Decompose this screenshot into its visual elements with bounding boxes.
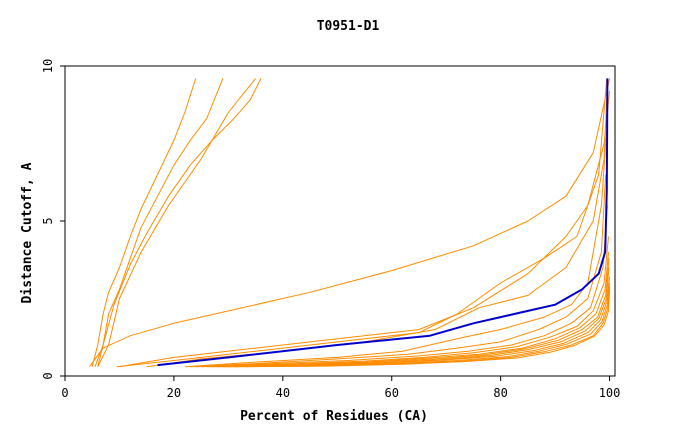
axis-ticks: 0 20 40 60 80 100 0 5 10: [41, 59, 620, 400]
x-axis-label: Percent of Residues (CA): [240, 409, 428, 424]
series-line-17: [228, 282, 611, 368]
series-line-6: [119, 90, 611, 368]
series-line-highlight: [157, 78, 609, 367]
series-line-13: [206, 251, 609, 368]
series-line-10: [190, 174, 607, 368]
plot-frame: [64, 65, 616, 377]
series-line-2: [94, 78, 224, 367]
x-tick-label: 80: [493, 386, 507, 400]
chart-title: T0951-D1: [317, 19, 380, 34]
y-tick-label: 5: [41, 217, 55, 224]
x-tick-label: 20: [167, 386, 181, 400]
series-line-3: [97, 78, 262, 367]
series-line-9: [184, 127, 608, 368]
series-line-19: [244, 289, 611, 368]
x-tick-label: 60: [385, 386, 399, 400]
series-line-8: [146, 96, 608, 368]
series-line-14: [211, 258, 610, 368]
x-tick-label: 0: [61, 386, 68, 400]
y-tick-label: 0: [41, 372, 55, 379]
series-line-12: [201, 236, 609, 368]
series-line-5: [89, 78, 611, 367]
y-tick-label: 10: [41, 59, 55, 73]
y-axis-label: Distance Cutoff, A: [20, 162, 35, 303]
series-line-4: [97, 78, 256, 367]
x-tick-label: 100: [599, 386, 621, 400]
series-line-18: [233, 286, 611, 368]
series-layer: [89, 78, 611, 368]
series-line-7: [116, 78, 608, 368]
x-tick-label: 40: [276, 386, 290, 400]
series-line-1: [91, 78, 197, 367]
series-line-11: [195, 205, 608, 368]
